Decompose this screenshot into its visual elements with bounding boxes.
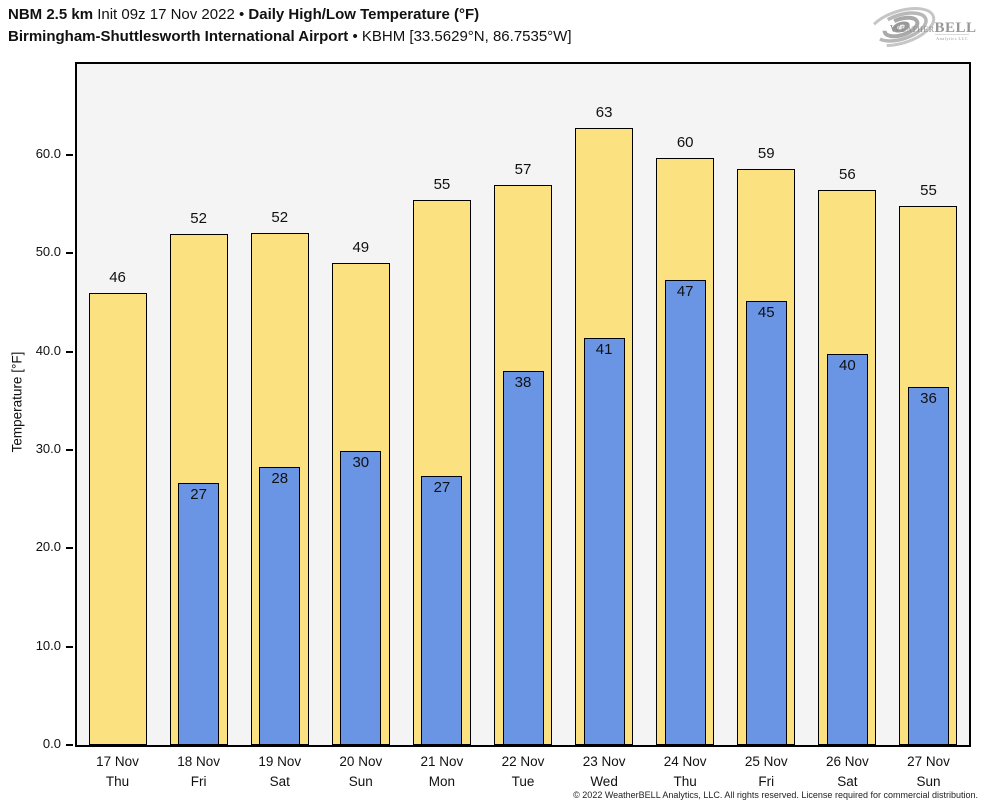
x-tick-weekday: Fri [758, 774, 775, 789]
x-tick-weekday: Sat [269, 774, 290, 789]
high-bar-label: 55 [433, 176, 451, 194]
x-tick-label: 18 Nov Fri [158, 752, 240, 792]
logo-text-analytics: Analytics LLC [936, 36, 968, 41]
y-tick-mark [66, 252, 73, 255]
x-tick-label: 17 Nov Thu [77, 752, 159, 792]
y-tick-label: 0.0 [42, 736, 61, 751]
low-bar-label: 47 [676, 282, 694, 300]
y-tick-mark [66, 744, 73, 746]
x-tick-weekday: Sat [837, 774, 858, 789]
x-tick-label: 25 Nov Fri [725, 752, 807, 792]
low-bar-label: 36 [920, 390, 937, 408]
x-tick-label: 24 Nov Thu [644, 752, 726, 792]
x-tick-weekday: Mon [428, 774, 456, 789]
init-time: Init 09z 17 Nov 2022 [93, 6, 239, 23]
high-bar-label: 60 [676, 133, 694, 151]
high-bar-label: 52 [271, 208, 289, 226]
low-bar-label: 28 [271, 469, 289, 487]
x-tick-date: 24 Nov [663, 754, 707, 769]
low-bar [745, 300, 787, 745]
low-bar [583, 337, 625, 745]
x-tick-label: 27 Nov Sun [887, 752, 969, 792]
x-tick-label: 22 Nov Tue [482, 752, 564, 792]
plot-area: 0.0 10.0 20.0 30.0 40.0 50.0 60.0 17 Nov Thu 18 N… [36, 62, 971, 789]
logo-text-weather: Weather [890, 23, 935, 35]
weatherbell-logo: WeatherBELL Analytics LLC [866, 7, 977, 47]
y-tick-mark [66, 153, 73, 156]
y-tick-mark [66, 350, 73, 353]
high-bar [88, 292, 147, 745]
low-bar [178, 483, 220, 745]
low-bar [907, 387, 949, 745]
low-bar [340, 450, 382, 745]
x-tick-weekday: Fri [190, 774, 207, 789]
copyright-notice: © 2022 WeatherBELL Analytics, LLC. All r… [573, 790, 978, 800]
low-bar-label: 27 [433, 478, 451, 496]
y-tick-label: 10.0 [35, 637, 61, 653]
x-tick-label: 21 Nov Mon [401, 752, 483, 792]
x-tick-weekday: Thu [105, 774, 130, 789]
high-bar-label: 56 [839, 166, 856, 184]
y-tick-mark [66, 448, 73, 451]
x-tick-date: 21 Nov [420, 754, 464, 769]
model-name: NBM 2.5 km [8, 6, 94, 23]
x-tick-weekday: Thu [673, 774, 697, 789]
bullet-separator: • [352, 28, 358, 45]
chart-title-line2: Birmingham-Shuttlesworth International A… [8, 28, 572, 45]
high-bar-label: 55 [920, 182, 937, 200]
hurricane-swirl-icon [866, 7, 936, 47]
low-bar [664, 279, 706, 745]
low-bar-label: 30 [352, 453, 370, 471]
low-bar-label: 38 [514, 374, 532, 392]
high-bar-label: 46 [109, 268, 126, 286]
x-tick-date: 25 Nov [744, 754, 788, 769]
x-tick-weekday: Tue [511, 774, 535, 789]
x-tick-date: 19 Nov [258, 754, 302, 769]
y-tick-label: 40.0 [35, 342, 61, 358]
svg-text:WeatherBELL: WeatherBELL [890, 20, 977, 36]
high-bar-label: 59 [757, 144, 775, 162]
y-tick-mark [66, 645, 73, 648]
x-tick-label: 23 Nov Wed [563, 752, 645, 792]
x-tick-date: 22 Nov [501, 754, 545, 769]
low-bar-label: 27 [190, 486, 207, 504]
x-tick-date: 27 Nov [907, 754, 950, 769]
x-tick-date: 17 Nov [96, 754, 139, 769]
low-bar [421, 475, 463, 745]
x-tick-date: 26 Nov [825, 754, 869, 769]
logo-text-bell: BELL [935, 20, 977, 36]
station-name: Birmingham-Shuttlesworth International A… [8, 28, 349, 45]
low-bar [826, 353, 868, 745]
product-name: Daily High/Low Temperature (°F) [244, 6, 480, 23]
low-bar-label: 45 [757, 303, 775, 321]
y-tick-label: 20.0 [35, 539, 61, 555]
high-bar-label: 49 [352, 239, 370, 257]
x-tick-date: 23 Nov [582, 754, 626, 769]
low-bar-label: 41 [595, 340, 613, 358]
x-tick-label: 26 Nov Sat [806, 752, 888, 792]
x-tick-date: 20 Nov [339, 754, 383, 769]
low-bar [259, 466, 301, 745]
y-axis-label: Temperature [°F] [9, 351, 25, 453]
y-tick-mark [66, 547, 73, 550]
low-bar [502, 371, 544, 745]
y-tick-label: 50.0 [35, 244, 61, 260]
bullet-separator: • [238, 6, 245, 23]
station-id: KBHM [33.5629°N, 86.7535°W] [357, 28, 572, 45]
chart-title-line1: NBM 2.5 km Init 09z 17 Nov 2022 • Daily … [8, 6, 479, 23]
high-bar-label: 52 [190, 209, 207, 227]
x-tick-date: 18 Nov [177, 754, 221, 769]
y-tick-label: 30.0 [35, 440, 61, 456]
x-tick-label: 19 Nov Sat [239, 752, 321, 792]
x-tick-weekday: Sun [348, 774, 373, 789]
y-tick-label: 60.0 [35, 145, 61, 161]
x-tick-weekday: Sun [916, 774, 941, 789]
high-bar-label: 57 [514, 161, 532, 179]
low-bar-label: 40 [839, 356, 856, 374]
x-tick-label: 20 Nov Sun [320, 752, 402, 792]
high-bar-label: 63 [595, 104, 613, 122]
x-tick-weekday: Wed [590, 774, 618, 789]
